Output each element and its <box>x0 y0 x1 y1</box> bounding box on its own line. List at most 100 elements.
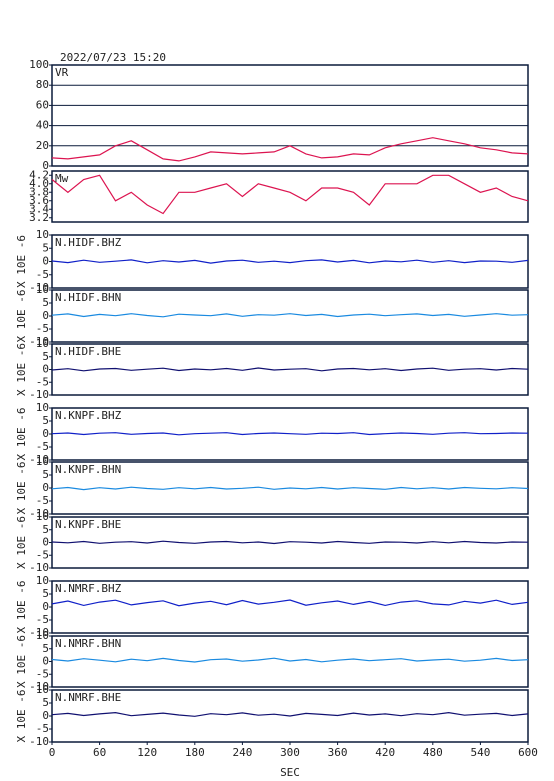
y-tick-label: 10 <box>36 337 49 350</box>
y-tick-label: 0 <box>42 655 49 668</box>
data-line <box>51 313 529 318</box>
series-label: N.KNPF.BHN <box>55 463 121 476</box>
y-tick-label: 10 <box>36 683 49 696</box>
data-line <box>51 174 529 215</box>
series-label: Mw <box>55 172 69 185</box>
y-tick-label: 5 <box>42 468 49 481</box>
chart-title: 2022/07/23 15:20 <box>60 51 166 64</box>
data-line <box>51 137 529 162</box>
y-tick-label: 10 <box>36 455 49 468</box>
series-label: N.KNPF.BHZ <box>55 409 122 422</box>
y-axis-label: X 10E -6 <box>15 690 28 743</box>
y-tick-label: 10 <box>36 629 49 642</box>
data-line <box>51 259 529 264</box>
data-line <box>51 711 529 717</box>
y-tick-label: -5 <box>36 613 49 626</box>
y-axis-label: X 10E -6 <box>15 635 28 688</box>
y-tick-label: -5 <box>36 548 49 561</box>
y-tick-label: -10 <box>29 507 49 520</box>
y-tick-label: 10 <box>36 283 49 296</box>
y-tick-label: 4.0 <box>29 177 49 190</box>
x-tick-label: 540 <box>470 746 490 759</box>
y-tick-label: 0 <box>42 709 49 722</box>
y-axis-label: X 10E -6 <box>15 343 28 396</box>
y-tick-label: -10 <box>29 335 49 348</box>
y-tick-label: -10 <box>29 626 49 639</box>
y-tick-label: 5 <box>42 523 49 536</box>
x-tick-label: 120 <box>137 746 157 759</box>
y-tick-label: 0 <box>42 363 49 376</box>
y-tick-label: 10 <box>36 510 49 523</box>
y-tick-label: 10 <box>36 574 49 587</box>
series-label: N.HIDF.BHE <box>55 345 121 358</box>
y-tick-label: 0 <box>42 309 49 322</box>
y-tick-label: 0 <box>42 536 49 549</box>
y-tick-label: 3.6 <box>29 194 49 207</box>
x-tick-label: 0 <box>49 746 56 759</box>
data-line <box>51 657 529 663</box>
data-line <box>51 599 529 607</box>
x-tick-label: 300 <box>280 746 300 759</box>
y-tick-label: 5 <box>42 241 49 254</box>
y-tick-label: 3.2 <box>29 211 49 224</box>
y-tick-label: -5 <box>36 494 49 507</box>
panel-frame <box>51 64 529 167</box>
x-tick-label: 240 <box>232 746 252 759</box>
y-tick-label: -5 <box>36 322 49 335</box>
series-label: N.HIDF.BHN <box>55 291 121 304</box>
y-tick-label: 5 <box>42 642 49 655</box>
y-tick-label: 80 <box>36 78 49 91</box>
y-tick-label: 60 <box>36 98 49 111</box>
y-tick-label: 4.2 <box>29 168 49 181</box>
y-tick-label: -5 <box>36 722 49 735</box>
y-tick-label: 5 <box>42 296 49 309</box>
y-tick-label: 20 <box>36 139 49 152</box>
x-tick-label: 420 <box>375 746 395 759</box>
series-label: N.KNPF.BHE <box>55 518 121 531</box>
y-tick-label: 5 <box>42 414 49 427</box>
y-tick-label: 0 <box>42 427 49 440</box>
y-tick-label: -10 <box>29 680 49 693</box>
y-tick-label: -10 <box>29 453 49 466</box>
series-label: N.HIDF.BHZ <box>55 236 122 249</box>
y-tick-label: -10 <box>29 281 49 294</box>
x-tick-label: 480 <box>423 746 443 759</box>
y-tick-label: -5 <box>36 667 49 680</box>
x-tick-label: 180 <box>185 746 205 759</box>
series-label: N.NMRF.BHN <box>55 637 121 650</box>
y-tick-label: -5 <box>36 375 49 388</box>
x-tick-label: 360 <box>328 746 348 759</box>
y-tick-label: -10 <box>29 388 49 401</box>
x-tick-label: 600 <box>518 746 538 759</box>
series-label: N.NMRF.BHE <box>55 691 121 704</box>
data-line <box>51 486 529 491</box>
y-axis-label: X 10E -6 <box>15 235 28 288</box>
y-tick-label: 5 <box>42 587 49 600</box>
y-axis-label: X 10E -6 <box>15 462 28 515</box>
y-axis-label: X 10E -6 <box>15 408 28 461</box>
y-tick-label: 0 <box>42 600 49 613</box>
y-tick-label: -5 <box>36 440 49 453</box>
data-line <box>51 367 529 372</box>
y-axis-label: X 10E -6 <box>15 516 28 569</box>
panel-frame <box>51 170 529 223</box>
y-tick-label: 0 <box>42 255 49 268</box>
data-line <box>51 432 529 436</box>
y-tick-label: 0 <box>42 159 49 172</box>
y-tick-label: -10 <box>29 735 49 748</box>
y-tick-label: 100 <box>29 58 49 71</box>
y-tick-label: 10 <box>36 401 49 414</box>
y-tick-label: 0 <box>42 481 49 494</box>
y-tick-label: -5 <box>36 268 49 281</box>
y-tick-label: 40 <box>36 119 49 132</box>
panel-frame <box>51 580 529 634</box>
y-tick-label: 3.8 <box>29 185 49 198</box>
panel-frame <box>51 289 529 343</box>
data-line <box>51 540 529 545</box>
series-label: N.NMRF.BHZ <box>55 582 122 595</box>
y-tick-label: 3.4 <box>29 202 49 215</box>
x-tick-label: 60 <box>93 746 106 759</box>
x-axis-label: SEC <box>280 766 300 779</box>
y-tick-label: 10 <box>36 228 49 241</box>
